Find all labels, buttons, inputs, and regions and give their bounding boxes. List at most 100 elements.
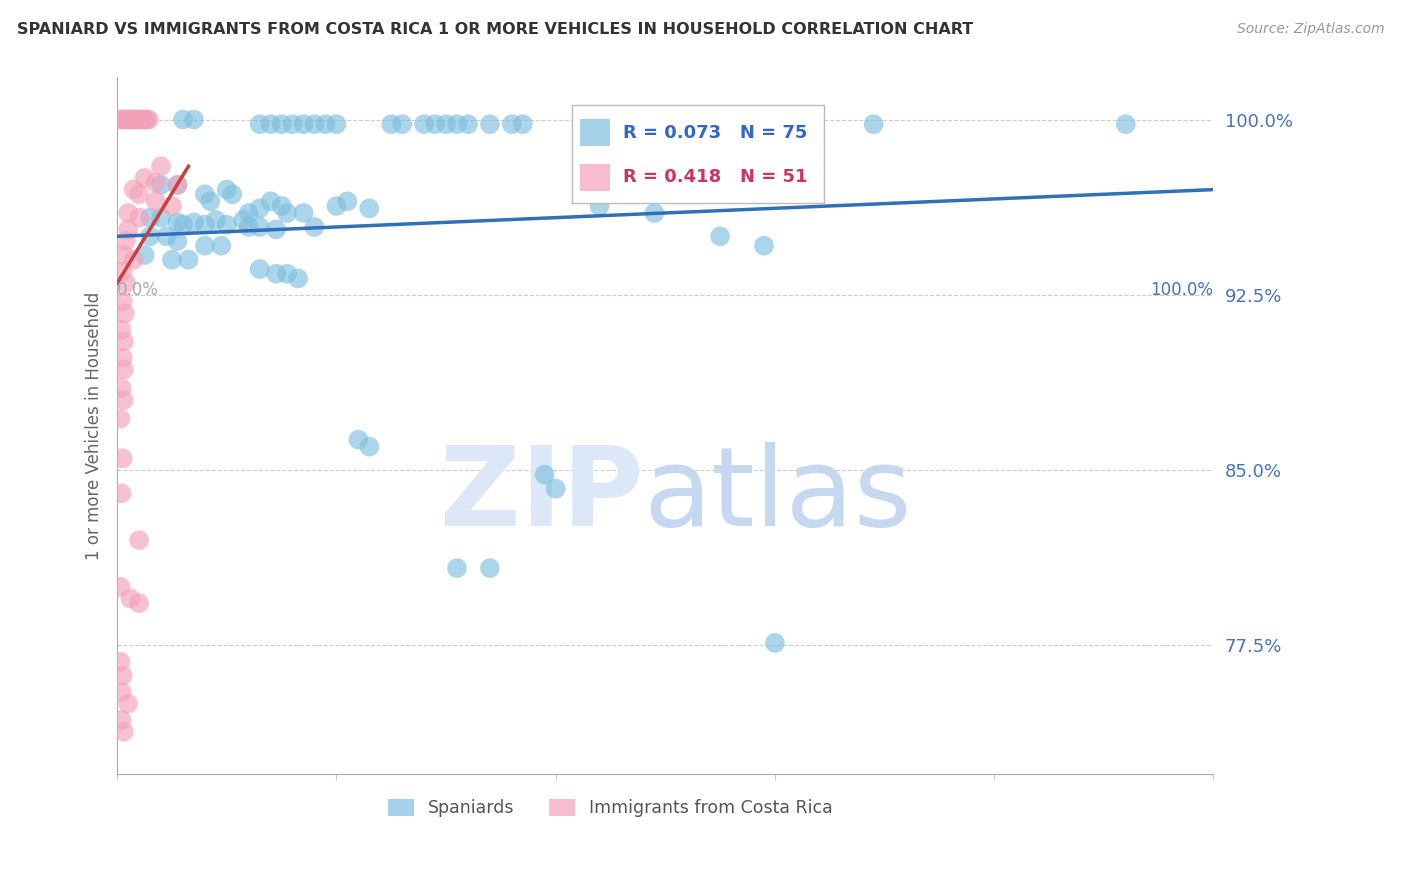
Point bbox=[260, 194, 283, 209]
Point bbox=[276, 206, 298, 220]
Point bbox=[128, 187, 150, 202]
Point bbox=[172, 112, 194, 127]
Point bbox=[111, 451, 134, 466]
Point bbox=[150, 159, 173, 173]
Point bbox=[122, 183, 145, 197]
Point bbox=[276, 267, 298, 281]
Point bbox=[112, 362, 135, 376]
Point bbox=[122, 112, 145, 127]
Point bbox=[115, 276, 138, 290]
Point bbox=[122, 252, 145, 267]
Point bbox=[150, 211, 173, 225]
Point bbox=[117, 697, 139, 711]
Point bbox=[166, 215, 188, 229]
Point bbox=[125, 112, 148, 127]
Point bbox=[205, 213, 228, 227]
Point bbox=[160, 252, 183, 267]
Point bbox=[446, 561, 468, 575]
Point bbox=[112, 724, 135, 739]
Point bbox=[209, 238, 232, 252]
Point bbox=[135, 112, 157, 127]
Point bbox=[111, 112, 134, 127]
Point bbox=[111, 294, 134, 309]
Point bbox=[110, 486, 132, 500]
Point bbox=[446, 117, 468, 131]
Point bbox=[588, 199, 610, 213]
Point bbox=[110, 112, 132, 127]
Point bbox=[110, 655, 132, 669]
Point bbox=[110, 580, 132, 594]
Point bbox=[325, 199, 347, 213]
Point bbox=[111, 351, 134, 365]
Point bbox=[134, 170, 156, 185]
Point bbox=[423, 117, 446, 131]
Point bbox=[347, 433, 370, 447]
Point bbox=[478, 117, 501, 131]
Point bbox=[501, 117, 523, 131]
Point bbox=[512, 117, 534, 131]
Y-axis label: 1 or more Vehicles in Household: 1 or more Vehicles in Household bbox=[86, 292, 103, 560]
Point bbox=[359, 440, 381, 454]
Point bbox=[380, 117, 402, 131]
Point bbox=[270, 117, 292, 131]
Point bbox=[112, 392, 135, 407]
Text: ZIP: ZIP bbox=[440, 442, 644, 549]
Point bbox=[336, 194, 359, 209]
Point bbox=[763, 636, 786, 650]
Point bbox=[359, 202, 381, 216]
Point bbox=[134, 248, 156, 262]
Point bbox=[110, 685, 132, 699]
Text: 100.0%: 100.0% bbox=[1150, 281, 1213, 299]
Point bbox=[112, 248, 135, 262]
Point bbox=[117, 222, 139, 236]
Point bbox=[413, 117, 436, 131]
Point bbox=[533, 467, 555, 482]
Point bbox=[194, 187, 217, 202]
Point bbox=[183, 215, 205, 229]
Point bbox=[128, 596, 150, 610]
Point bbox=[155, 229, 177, 244]
Text: Source: ZipAtlas.com: Source: ZipAtlas.com bbox=[1237, 22, 1385, 37]
Point bbox=[114, 112, 136, 127]
Point bbox=[238, 206, 260, 220]
Point bbox=[194, 238, 217, 252]
Point bbox=[238, 219, 260, 234]
Point bbox=[139, 211, 162, 225]
Point bbox=[249, 117, 271, 131]
Point bbox=[111, 668, 134, 682]
Point bbox=[478, 561, 501, 575]
Point bbox=[249, 219, 271, 234]
Point bbox=[232, 213, 254, 227]
Point bbox=[304, 117, 326, 131]
Point bbox=[183, 112, 205, 127]
Point bbox=[118, 112, 141, 127]
Point bbox=[128, 533, 150, 548]
Point bbox=[128, 211, 150, 225]
Point bbox=[172, 218, 194, 232]
Point bbox=[391, 117, 413, 131]
Text: SPANIARD VS IMMIGRANTS FROM COSTA RICA 1 OR MORE VEHICLES IN HOUSEHOLD CORRELATI: SPANIARD VS IMMIGRANTS FROM COSTA RICA 1… bbox=[17, 22, 973, 37]
Point bbox=[215, 218, 238, 232]
Point bbox=[643, 206, 665, 220]
Text: atlas: atlas bbox=[644, 442, 912, 549]
Point bbox=[145, 194, 167, 209]
Point bbox=[117, 206, 139, 220]
Point bbox=[544, 482, 567, 496]
Point bbox=[150, 178, 173, 192]
Point bbox=[139, 229, 162, 244]
Point bbox=[260, 117, 283, 131]
Point bbox=[434, 117, 457, 131]
Point bbox=[115, 234, 138, 248]
Point bbox=[134, 112, 156, 127]
Point bbox=[221, 187, 243, 202]
Point bbox=[122, 112, 145, 127]
Point bbox=[249, 262, 271, 277]
Point bbox=[166, 178, 188, 192]
Point bbox=[114, 306, 136, 320]
Point bbox=[264, 267, 287, 281]
Point bbox=[287, 271, 309, 285]
Point bbox=[177, 252, 200, 267]
Point bbox=[112, 334, 135, 349]
Point bbox=[129, 112, 152, 127]
Point bbox=[110, 323, 132, 337]
